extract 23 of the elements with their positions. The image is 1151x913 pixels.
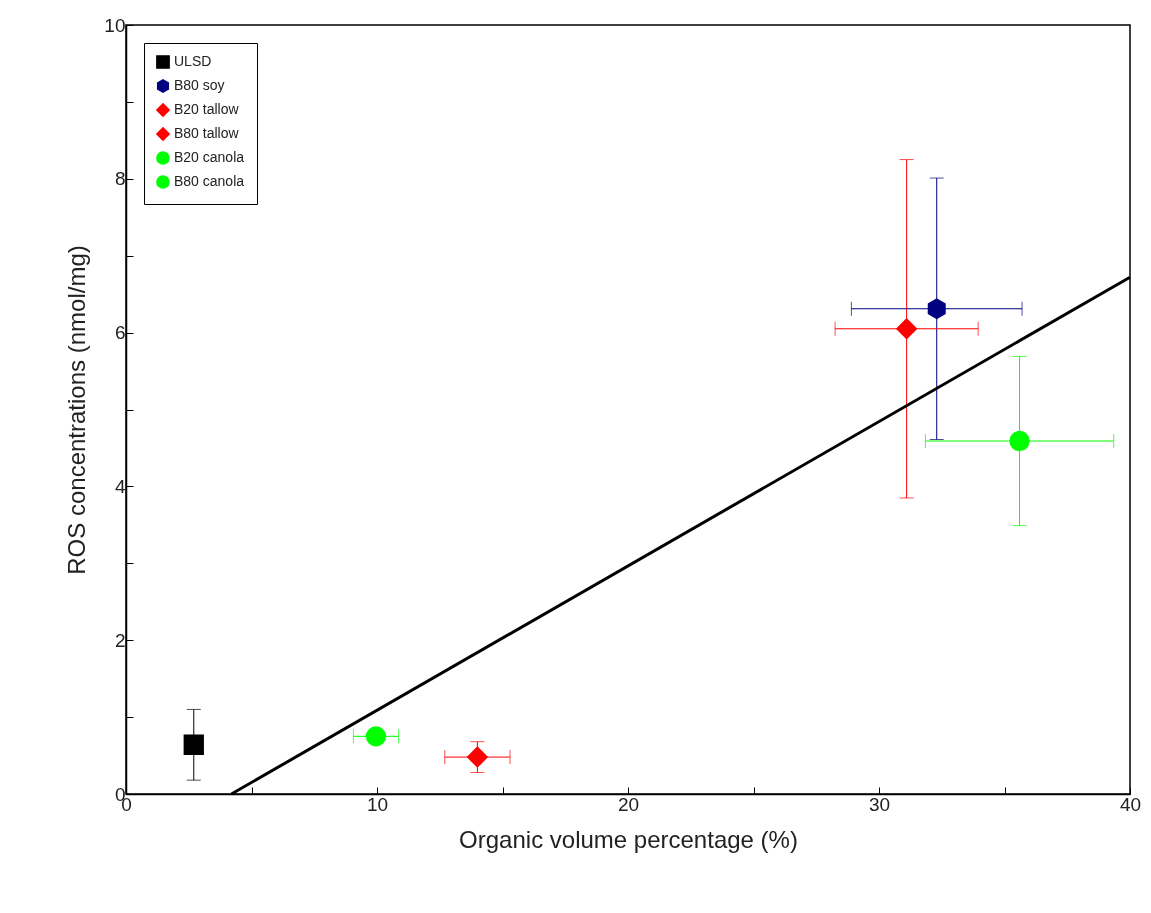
y-tick-label: 4 bbox=[114, 475, 126, 497]
y-axis-title: ROS concentrations (nmol/mg) bbox=[63, 245, 91, 575]
x-tick-label: 20 bbox=[617, 793, 640, 815]
point bbox=[927, 298, 946, 319]
point bbox=[467, 746, 488, 768]
y-tick-label: 10 bbox=[104, 14, 126, 36]
x-tick-label: 40 bbox=[1119, 793, 1142, 815]
legend-label: B20 canola bbox=[174, 149, 245, 165]
point bbox=[896, 318, 917, 339]
x-axis-title: Organic volume percentage (%) bbox=[459, 825, 798, 853]
point bbox=[183, 734, 204, 755]
x-tick-label: 10 bbox=[366, 793, 389, 815]
legend-label: B80 canola bbox=[174, 173, 245, 189]
y-tick-label: 6 bbox=[114, 322, 126, 344]
legend-label: B20 tallow bbox=[174, 101, 240, 117]
y-tick-label: 8 bbox=[114, 168, 126, 190]
point bbox=[1009, 430, 1030, 452]
legend-label: ULSD bbox=[174, 53, 212, 69]
y-tick-label: 2 bbox=[114, 629, 126, 651]
x-tick-label: 30 bbox=[868, 793, 891, 815]
legend-label: B80 soy bbox=[174, 77, 225, 93]
legend-label: B80 tallow bbox=[174, 125, 240, 141]
point bbox=[365, 726, 387, 747]
